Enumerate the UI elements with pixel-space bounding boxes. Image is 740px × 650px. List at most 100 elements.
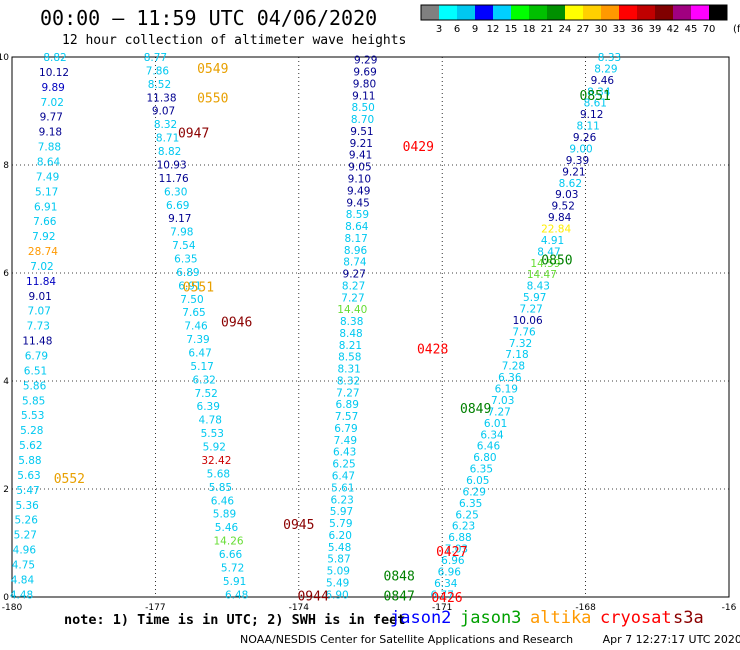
- wave-height-value: 9.05: [348, 162, 371, 174]
- wave-height-value: 7.28: [502, 361, 525, 373]
- legend-jason3: jason3: [460, 608, 522, 628]
- wave-height-value: 9.84: [548, 212, 572, 224]
- colorbar-swatch: [691, 5, 709, 20]
- wave-height-value: 5.85: [209, 482, 232, 494]
- wave-height-value: 5.17: [190, 361, 213, 373]
- pass-time-label: 0944: [297, 589, 328, 604]
- colorbar-label: 39: [649, 24, 662, 35]
- colorbar-label: 70: [703, 24, 716, 35]
- colorbar-label: 45: [685, 24, 698, 35]
- colorbar-swatch: [673, 5, 691, 20]
- wave-height-value: 5.61: [331, 482, 354, 494]
- colorbar-label: 36: [631, 24, 644, 35]
- wave-height-value: 10.06: [513, 315, 543, 327]
- wave-height-value: 7.02: [30, 261, 53, 273]
- wave-height-value: 11.76: [159, 173, 189, 185]
- wave-height-value: 9.00: [569, 143, 592, 155]
- pass-time-label: 0552: [54, 472, 85, 487]
- wave-height-value: 8.11: [576, 121, 599, 133]
- wave-height-value: 7.07: [28, 306, 51, 318]
- wave-height-value: 8.70: [351, 114, 374, 126]
- wave-height-value: 6.47: [332, 471, 355, 483]
- colorbar-label: 18: [523, 24, 536, 35]
- map-frame: [11, 56, 730, 598]
- wave-height-value: 6.19: [495, 384, 518, 396]
- wave-height-value: 6.35: [174, 253, 197, 265]
- wave-height-value: 6.36: [498, 372, 522, 384]
- wave-height-value: 6.91: [178, 280, 201, 292]
- wave-height-value: 10.12: [39, 67, 69, 79]
- legend-cryosat: cryosat: [600, 608, 672, 628]
- wave-height-value: 6.29: [463, 486, 486, 498]
- colorbar-swatch: [421, 5, 439, 20]
- wave-height-value: 6.69: [166, 200, 189, 212]
- legend-jason2: jason2: [390, 608, 452, 628]
- pass-time-label: 0947: [178, 127, 209, 142]
- x-tick-label: -171: [432, 603, 452, 613]
- wave-height-value: 5.87: [327, 554, 350, 566]
- wave-height-value: 5.49: [326, 577, 349, 589]
- wave-height-value: 7.49: [36, 171, 59, 183]
- wave-height-value: 6.34: [480, 429, 504, 441]
- pass-time-label: 0849: [460, 402, 491, 417]
- x-tick-label: -174: [289, 603, 310, 613]
- colorbar-swatch: [529, 5, 547, 20]
- wave-height-value: 8.74: [343, 257, 367, 269]
- x-tick-label: -177: [145, 603, 165, 613]
- wave-height-value: 5.62: [19, 440, 42, 452]
- wave-height-value: 8.21: [339, 340, 362, 352]
- wave-height-value: 9.39: [566, 155, 589, 167]
- colorbar-label: 42: [667, 24, 680, 35]
- wave-height-value: 9.52: [552, 201, 575, 213]
- wave-height-value: 6.34: [434, 578, 458, 590]
- pass-time-label: 0850: [541, 254, 572, 269]
- wave-height-value: 8.43: [527, 281, 550, 293]
- colorbar-label: 12: [487, 24, 500, 35]
- wave-height-value: 5.53: [201, 428, 224, 440]
- wave-height-value: 7.46: [184, 321, 208, 333]
- colorbar-unit: (ft): [733, 24, 740, 35]
- wave-height-value: 5.68: [207, 468, 230, 480]
- legend-s3a: s3a: [673, 608, 704, 628]
- wave-height-value: 5.09: [327, 566, 350, 578]
- wave-height-value: 9.12: [580, 109, 603, 121]
- colorbar-swatch: [655, 5, 673, 20]
- wave-height-value: 4.48: [10, 589, 33, 601]
- wave-height-value: 7.98: [170, 227, 193, 239]
- wave-height-value: 6.43: [333, 447, 356, 459]
- wave-height-value: 22.84: [541, 223, 571, 235]
- pass-time-label: 0848: [384, 569, 415, 584]
- wave-height-value: 6.47: [188, 348, 211, 360]
- wave-height-value: 7.92: [32, 231, 55, 243]
- pass-time-label: 0945: [283, 518, 314, 533]
- footer: NOAA/NESDIS Center for Satellite Applica…: [240, 633, 740, 646]
- wave-height-value: 9.27: [343, 269, 366, 281]
- wave-height-value: 6.25: [332, 459, 355, 471]
- pass-time-label: 0847: [384, 589, 415, 604]
- pass-time-label: 0549: [197, 62, 228, 77]
- wave-height-value: 8.48: [339, 328, 362, 340]
- colorbar-swatch: [583, 5, 601, 20]
- wave-height-value: 5.36: [15, 500, 39, 512]
- wave-height-value: 9.77: [40, 112, 63, 124]
- colorbar-label: 3: [436, 24, 442, 35]
- wave-height-value: 4.84: [11, 574, 35, 586]
- wave-height-value: 9.21: [350, 138, 373, 150]
- wave-height-value: 6.90: [325, 589, 348, 601]
- wave-height-value: 8.33: [598, 52, 621, 64]
- wave-height-value: 4.91: [541, 235, 564, 247]
- wave-height-value: 4.75: [12, 559, 35, 571]
- wave-height-value: 9.69: [353, 67, 376, 79]
- wave-height-value: 9.17: [168, 213, 191, 225]
- wave-height-value: 9.21: [562, 166, 585, 178]
- wave-height-value: 6.77: [431, 589, 454, 601]
- wave-height-value: 8.32: [154, 119, 177, 131]
- wave-height-value: 6.39: [197, 401, 220, 413]
- wave-height-value: 8.47: [537, 246, 560, 258]
- wave-height-value: 7.54: [172, 240, 196, 252]
- wave-height-value: 5.97: [523, 292, 546, 304]
- wave-height-value: 6.89: [336, 399, 359, 411]
- wave-height-value: 8.29: [594, 63, 617, 75]
